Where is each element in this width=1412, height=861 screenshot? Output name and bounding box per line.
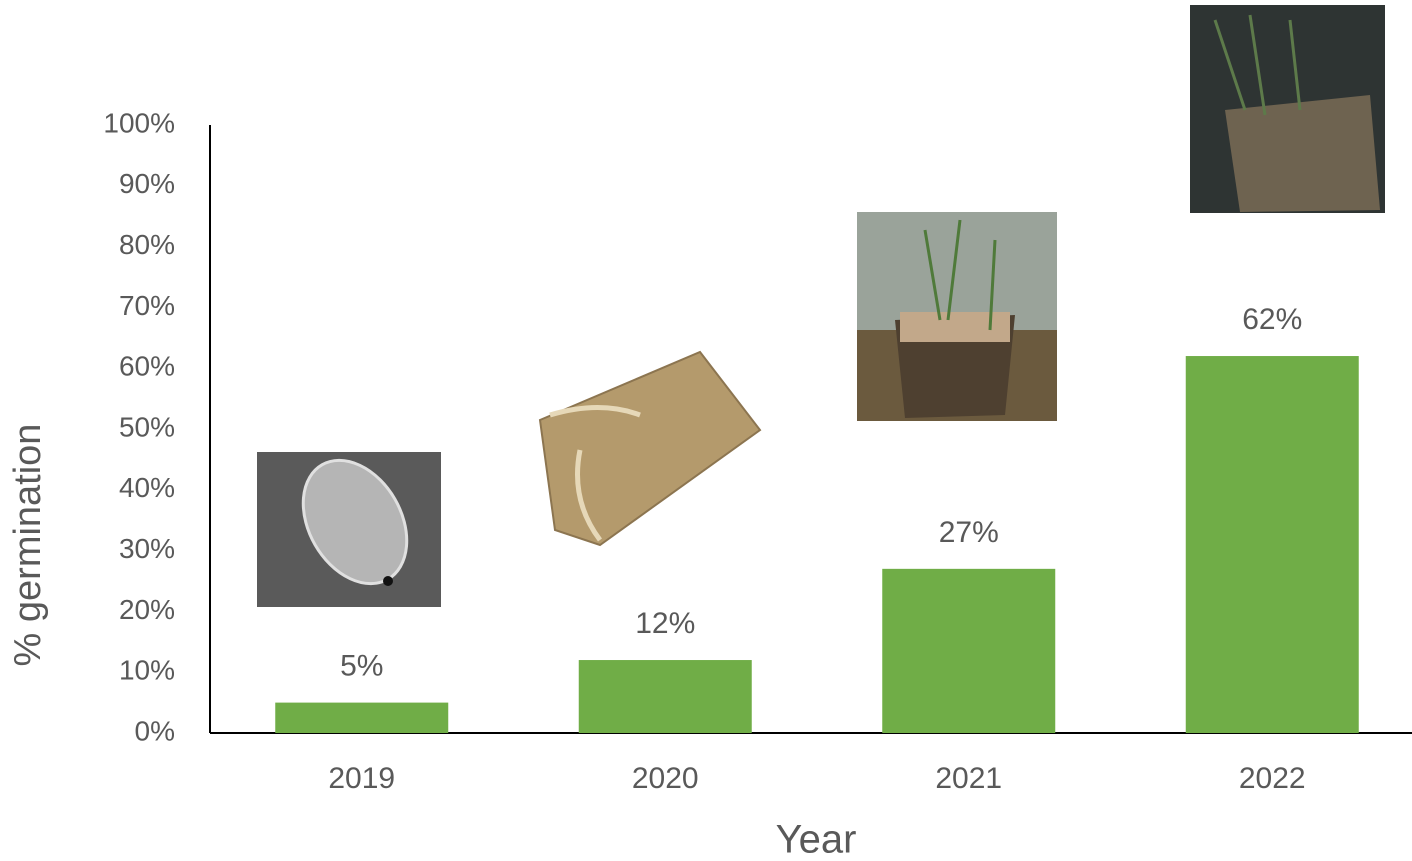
bar	[1185, 356, 1359, 733]
y-tick-label: 30%	[119, 533, 175, 564]
photo-burlap-bag	[538, 350, 762, 547]
data-label: 62%	[1242, 303, 1302, 336]
bar	[578, 660, 752, 733]
y-tick-label: 50%	[119, 411, 175, 442]
y-tick-label: 40%	[119, 472, 175, 503]
bar	[882, 568, 1056, 733]
x-tick-label: 2019	[328, 762, 395, 795]
data-label: 5%	[340, 650, 383, 683]
y-tick-label: 20%	[119, 594, 175, 625]
y-tick-label: 10%	[119, 655, 175, 686]
y-tick-label: 80%	[119, 229, 175, 260]
y-tick-label: 60%	[119, 351, 175, 382]
x-tick-label: 2022	[1239, 762, 1306, 795]
bar	[275, 702, 449, 733]
y-tick-label: 90%	[119, 168, 175, 199]
y-axis-title: % germination	[7, 424, 49, 667]
data-label: 27%	[939, 516, 999, 549]
y-tick-label: 0%	[135, 715, 175, 746]
y-tick-label: 100%	[103, 107, 175, 138]
data-label: 12%	[635, 607, 695, 640]
y-tick-label: 70%	[119, 290, 175, 321]
photo-seedlings-pot	[857, 212, 1057, 421]
x-axis-title: Year	[776, 818, 857, 861]
x-tick-label: 2021	[935, 762, 1002, 795]
photo-grown-pot	[1190, 5, 1385, 213]
photo-seed	[257, 452, 441, 607]
x-tick-label: 2020	[632, 762, 699, 795]
